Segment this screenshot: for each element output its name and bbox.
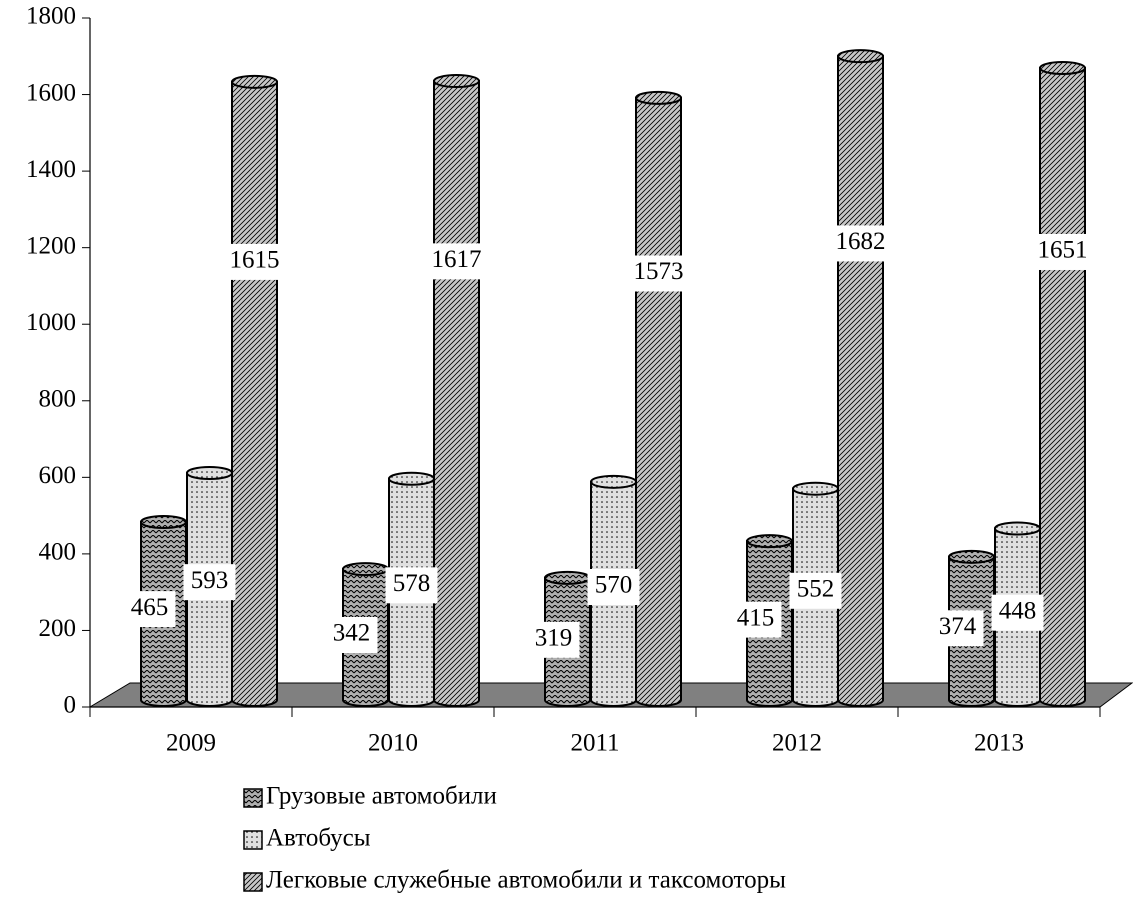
data-label: 448 xyxy=(999,597,1037,624)
data-label: 415 xyxy=(737,604,775,631)
data-label: 578 xyxy=(393,570,431,597)
bar-top xyxy=(590,474,637,489)
y-tick-label: 1000 xyxy=(26,309,76,336)
legend-label: Легковые служебные автомобили и таксомот… xyxy=(266,867,786,894)
x-tick-label: 2013 xyxy=(974,730,1024,757)
data-label: 342 xyxy=(333,620,371,647)
legend-swatch xyxy=(243,830,263,850)
legend-swatch xyxy=(243,788,263,808)
legend-label: Автобусы xyxy=(266,825,371,852)
bar-top xyxy=(837,49,884,64)
data-label-bg xyxy=(632,255,685,292)
data-label: 374 xyxy=(939,613,977,640)
data-label-bg xyxy=(385,567,438,604)
bar xyxy=(837,55,884,707)
y-tick-label: 0 xyxy=(64,692,77,719)
bar-top xyxy=(746,534,793,549)
bar xyxy=(231,80,278,707)
y-tick-label: 400 xyxy=(39,539,77,566)
bar xyxy=(1039,67,1086,707)
y-tick-label: 600 xyxy=(39,462,77,489)
y-tick-label: 200 xyxy=(39,615,77,642)
data-label-bg xyxy=(123,591,176,628)
bar-top xyxy=(231,74,278,89)
data-label-bg xyxy=(1036,233,1089,270)
legend-swatch xyxy=(243,872,263,892)
data-label-bg xyxy=(430,243,483,280)
data-label: 1617 xyxy=(432,246,482,273)
x-tick-label: 2011 xyxy=(570,730,619,757)
data-label-bg xyxy=(527,621,580,658)
data-label: 1615 xyxy=(230,247,280,274)
bar-top xyxy=(342,562,389,577)
bar-top xyxy=(388,471,435,486)
data-label-bg xyxy=(834,225,887,262)
data-label-bg xyxy=(789,572,842,609)
data-label: 552 xyxy=(797,576,835,603)
data-label-bg xyxy=(183,564,236,601)
bar-top xyxy=(186,466,233,481)
bar-top xyxy=(140,515,187,530)
bar-top xyxy=(635,90,682,105)
y-tick-label: 1200 xyxy=(26,232,76,259)
bar-top xyxy=(994,521,1041,536)
bar-top xyxy=(792,481,839,496)
x-tick-label: 2010 xyxy=(368,730,418,757)
x-tick-label: 2009 xyxy=(166,730,216,757)
bar-top xyxy=(433,74,480,89)
data-label-bg xyxy=(729,601,782,638)
y-tick-label: 1600 xyxy=(26,79,76,106)
y-tick-label: 1800 xyxy=(26,3,76,30)
data-label: 570 xyxy=(595,572,633,599)
y-tick-label: 1400 xyxy=(26,156,76,183)
legend-label: Грузовые автомобили xyxy=(266,783,497,810)
data-label: 593 xyxy=(191,567,229,594)
x-tick-label: 2012 xyxy=(772,730,822,757)
data-label-bg xyxy=(587,568,640,605)
data-label: 465 xyxy=(131,594,169,621)
data-label-bg xyxy=(931,610,984,647)
bar-top xyxy=(948,549,995,564)
y-tick-label: 800 xyxy=(39,386,77,413)
data-label: 319 xyxy=(535,625,573,652)
bar-top xyxy=(544,570,591,585)
bar-top xyxy=(1039,61,1086,76)
bar xyxy=(433,80,480,707)
data-label-bg xyxy=(991,594,1044,631)
data-label: 1682 xyxy=(836,228,886,255)
data-label-bg xyxy=(228,243,281,280)
bar xyxy=(635,96,682,707)
data-label-bg xyxy=(325,616,378,653)
data-label: 1651 xyxy=(1038,237,1088,264)
data-label: 1573 xyxy=(634,258,684,285)
